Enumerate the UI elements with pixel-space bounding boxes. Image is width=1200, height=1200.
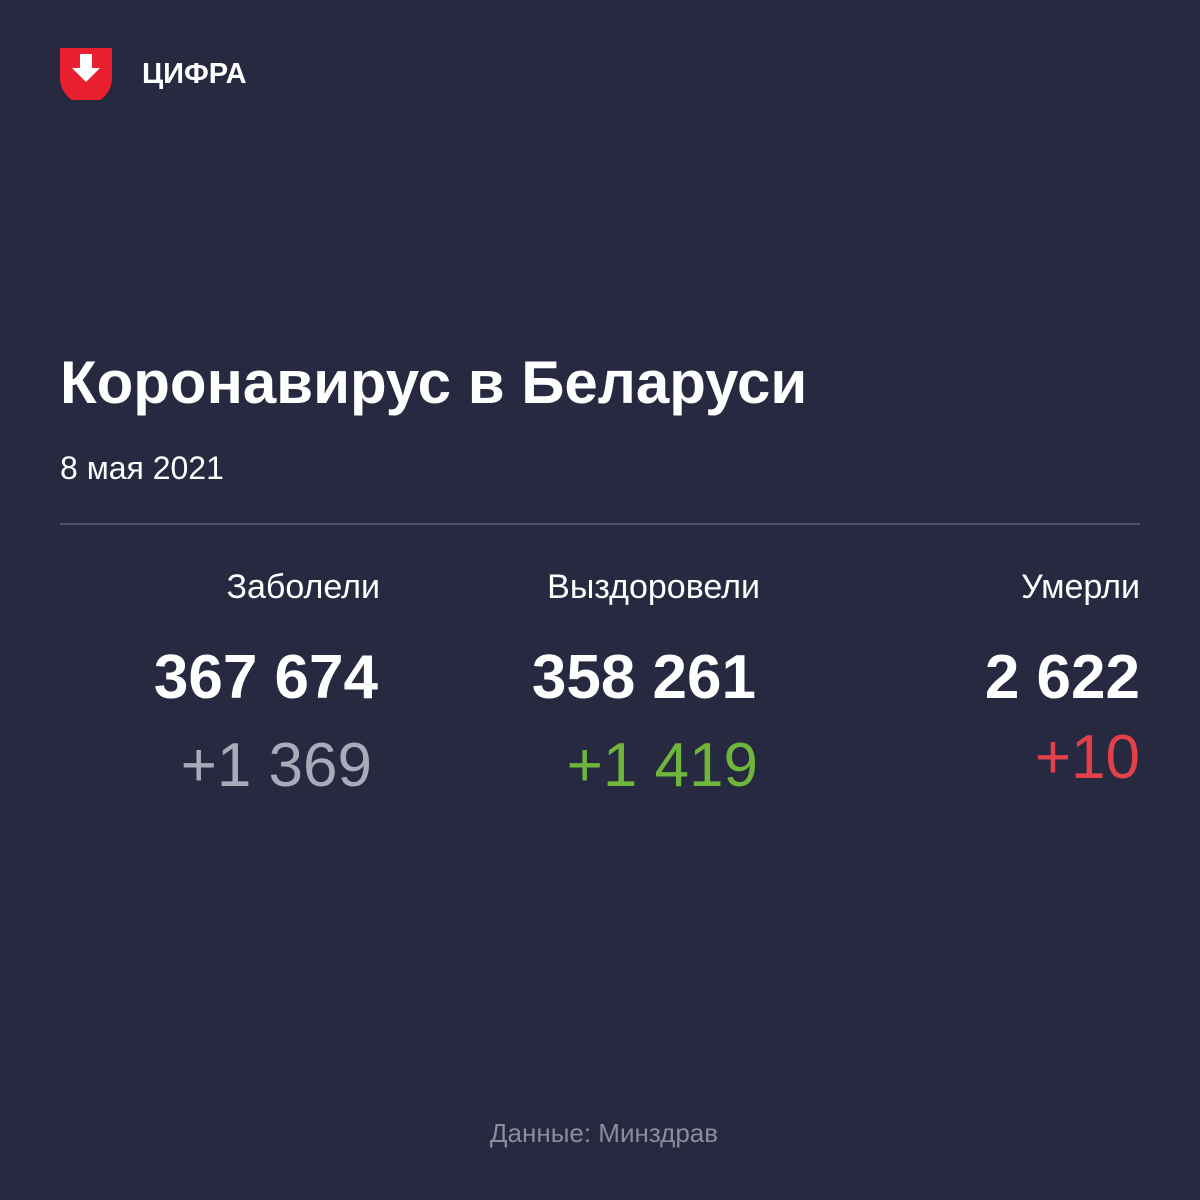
stat-change: +1 369 [180,731,372,800]
divider [60,523,1140,525]
title: Коронавирус в Беларуси [60,349,808,416]
stat-total: 2 622 [984,643,1140,712]
stat-change: +10 [1034,723,1140,792]
stat-label: Умерли [1021,568,1140,606]
brand: ЦИФРА [142,58,247,90]
stat-total: 358 261 [531,643,756,712]
stat-total: 367 674 [153,643,378,712]
stat-label: Выздоровели [547,568,760,606]
date: 8 мая 2021 [60,450,224,486]
source: Данные: Минздрав [489,1118,719,1148]
stat-label: Заболели [226,568,380,606]
logo [60,48,112,100]
stat-change: +1 419 [566,731,758,800]
